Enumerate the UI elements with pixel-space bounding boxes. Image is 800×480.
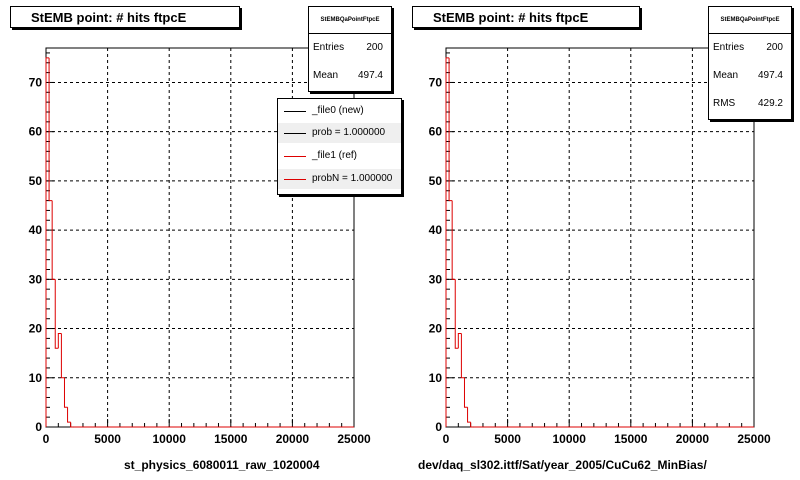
legend-swatch-file0 [284,111,306,112]
left-histogram-bin [48,57,53,202]
left-histogram-title: StEMB point: # hits ftpcE [10,6,240,28]
right-y-tick-label: 40 [429,223,443,237]
left-y-tick-label: 0 [35,420,42,434]
legend-swatch-probn [284,179,306,180]
right-histogram-bin [463,377,468,408]
right-x-tick-label: 5000 [494,432,521,446]
legend-box: _file0 (new) prob = 1.000000 _file1 (ref… [277,98,402,195]
right-stats-rms-label: RMS [713,98,736,109]
legend-label-prob: prob = 1.000000 [312,127,386,138]
right-histogram-title: StEMB point: # hits ftpcE [412,6,640,28]
right-histogram-bin [448,57,453,202]
right-histogram-bin [457,332,462,349]
right-x-tick-label: 25000 [737,432,771,446]
left-stats-entries-value: 200 [366,42,383,53]
right-y-tick-label: 0 [435,420,442,434]
right-y-tick-label: 60 [429,125,443,139]
left-y-tick-label: 70 [29,75,43,89]
left-x-axis-label: st_physics_6080011_raw_1020004 [124,458,320,472]
left-stats-box: StEMBQaPointFtpcE Entries 200 Mean 497.4 [308,6,392,92]
right-histogram-bin [454,279,459,349]
left-histogram-bin [63,377,68,408]
left-histogram-bin [67,407,71,423]
left-y-tick-label: 10 [29,371,43,385]
right-x-axis-label: dev/daq_sl302.ittf/Sat/year_2005/CuCu62_… [418,458,707,472]
right-x-tick-label: 20000 [676,432,710,446]
left-x-tick-label: 0 [43,432,50,446]
legend-label-probn: probN = 1.000000 [312,173,393,184]
left-histogram-bin [60,333,65,379]
right-stats-mean-value: 497.4 [757,70,783,81]
left-y-tick-label: 60 [29,125,43,139]
legend-entry-prob: prob = 1.000000 [278,123,401,143]
right-y-tick-label: 30 [429,272,443,286]
legend-entry-file0: _file0 (new) [278,101,401,121]
left-y-tick-label: 40 [29,223,43,237]
right-stats-rms-value: 429.2 [757,98,783,109]
left-stats-entries-label: Entries [313,42,345,53]
legend-label-file1: _file1 (ref) [312,150,358,161]
legend-entry-file1: _file1 (ref) [278,146,401,166]
legend-entry-probn: probN = 1.000000 [278,169,401,189]
right-x-tick-label: 10000 [553,432,587,446]
right-histogram-bin [451,200,456,280]
left-x-tick-label: 25000 [337,432,371,446]
right-histogram-bin [445,57,450,427]
left-stats-mean-label: Mean [313,70,339,81]
right-histogram-pad: 0 10 20 30 40 50 60 70 0 5000 10000 15000 20000 25000… [400,0,800,480]
left-histogram-pad: 0 10 20 30 40 50 60 70 0 5000 10000 15000 20000 25000… [10,6,402,472]
left-histogram-bin [45,57,50,427]
left-y-tick-label: 30 [29,272,43,286]
left-histogram-plot: 0 10 20 30 40 50 60 70 0 5000 10000 15000 20000 25000 [29,47,371,446]
legend-swatch-prob [284,133,306,134]
right-stats-entries-value: 200 [766,42,783,53]
right-stats-mean-label: Mean [713,70,739,81]
left-x-tick-label: 10000 [153,432,187,446]
right-y-tick-label: 50 [429,174,443,188]
right-stats-title: StEMBQaPointFtpcE [709,7,791,34]
right-y-tick-label: 70 [429,75,443,89]
right-y-tick-label: 10 [429,371,443,385]
right-stats-box: StEMBQaPointFtpcE Entries 200 Mean 497.4… [708,6,792,120]
left-x-tick-label: 15000 [214,432,248,446]
left-x-tick-label: 20000 [276,432,310,446]
right-histogram-bin [460,333,465,379]
left-x-tick-label: 5000 [94,432,121,446]
left-histogram-bin [54,279,59,349]
right-histogram-plot: 0 10 20 30 40 50 60 70 0 5000 10000 15000 20000 25000 [429,47,771,446]
right-stats-entries-label: Entries [713,42,745,53]
right-x-tick-label: 0 [443,432,450,446]
right-x-tick-label: 15000 [614,432,648,446]
right-histogram-bin [470,422,474,428]
left-stats-mean-value: 497.4 [357,70,383,81]
legend-label-file0: _file0 (new) [312,105,364,116]
left-histogram-bin [51,200,56,280]
left-y-tick-label: 20 [29,322,43,336]
right-histogram-bin [467,407,471,423]
left-histogram-bin [70,422,74,428]
left-y-tick-label: 50 [29,174,43,188]
left-stats-title: StEMBQaPointFtpcE [309,7,391,34]
legend-swatch-file1 [284,156,306,157]
right-y-tick-label: 20 [429,322,443,336]
left-histogram-bin [57,332,62,349]
